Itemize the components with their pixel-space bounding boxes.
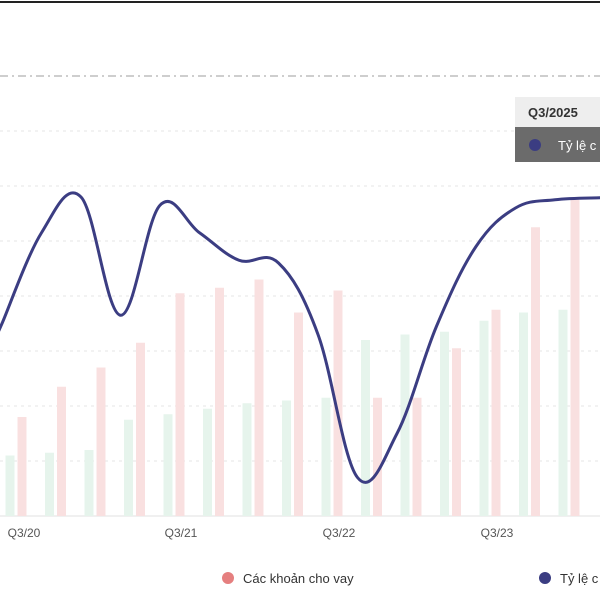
bar-series-1 (519, 312, 528, 516)
bar-series-1 (282, 400, 291, 516)
bar-series-1 (45, 452, 54, 516)
x-tick-label: Q3/20 (8, 526, 41, 540)
bar-loans (254, 279, 264, 516)
bar-series-1 (558, 309, 568, 516)
tooltip-series-label: Tỷ lệ c (558, 138, 597, 153)
bar-series-1 (124, 419, 133, 516)
bar-series-1 (84, 450, 94, 516)
bar-series-1 (5, 455, 15, 516)
legend: Các khoản cho vay Tỷ lệ c (222, 571, 599, 586)
legend-item-ratio[interactable]: Tỷ lệ c (539, 571, 599, 586)
bar-series-1 (321, 397, 331, 516)
line-ratio (0, 191, 600, 484)
bar-loans (531, 227, 540, 516)
bar-series-1 (242, 403, 252, 516)
tooltip: Q3/2025 Tỷ lệ c (515, 97, 600, 162)
line-series (0, 191, 600, 484)
bar-loans (136, 342, 145, 516)
bar-loans (294, 312, 303, 516)
bar-loans (333, 290, 343, 516)
bar-series-1 (479, 320, 489, 516)
x-axis-ticks: Q3/20 Q3/21 Q3/22 Q3/23 (8, 526, 514, 540)
tooltip-series-marker (529, 139, 541, 151)
legend-label-loans: Các khoản cho vay (243, 571, 354, 586)
bar-series-1 (203, 408, 212, 516)
x-tick-label: Q3/21 (165, 526, 198, 540)
bar-series-1 (163, 414, 173, 516)
bar-loans (491, 309, 501, 516)
legend-label-ratio: Tỷ lệ c (560, 571, 599, 586)
legend-item-loans[interactable]: Các khoản cho vay (222, 571, 354, 586)
bar-loans (17, 417, 27, 516)
bar-loans (175, 293, 185, 516)
legend-marker-ratio (539, 572, 551, 584)
bar-series-1 (361, 340, 370, 516)
bar-loans (215, 287, 224, 516)
legend-marker-loans (222, 572, 234, 584)
bar-loans (96, 367, 106, 516)
bar-series-1 (440, 331, 449, 516)
bar-loans (452, 348, 461, 516)
bars (5, 199, 580, 516)
bar-loans (570, 199, 580, 516)
tooltip-header-bg (515, 97, 600, 127)
bar-loans (373, 397, 382, 516)
x-tick-label: Q3/23 (481, 526, 514, 540)
bar-series-1 (400, 334, 410, 516)
bar-loans (57, 386, 66, 516)
bar-loans (412, 397, 422, 516)
tooltip-title: Q3/2025 (528, 105, 578, 120)
x-tick-label: Q3/22 (323, 526, 356, 540)
